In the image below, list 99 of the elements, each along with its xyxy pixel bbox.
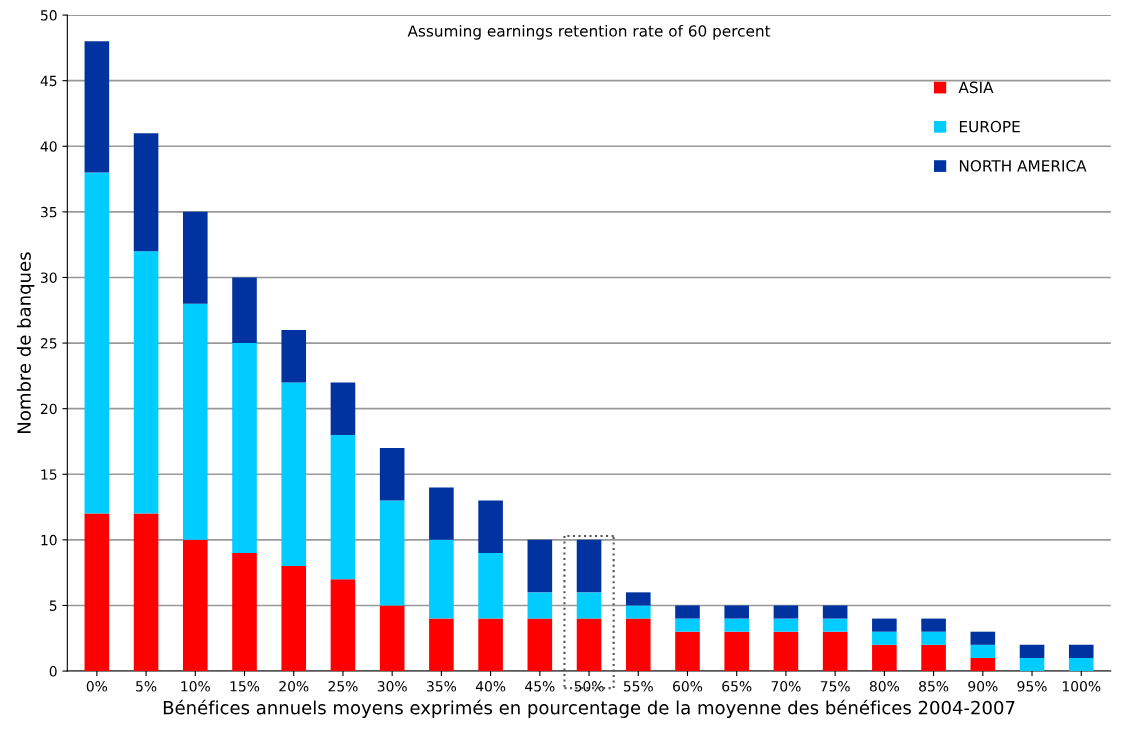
bar	[232, 277, 257, 344]
bar	[1019, 644, 1045, 658]
bar	[527, 618, 553, 672]
legend-label: ASIA	[958, 81, 994, 94]
bar	[133, 251, 159, 514]
x-tick-label: 20%	[279, 681, 309, 692]
bar	[182, 303, 208, 540]
bar	[773, 631, 799, 672]
bar	[478, 618, 503, 672]
x-tick-label: 35%	[427, 681, 457, 692]
bar	[970, 631, 996, 645]
legend-label: NORTH AMERICA	[959, 160, 1087, 172]
bar	[576, 618, 602, 672]
bar	[872, 631, 897, 645]
bar	[872, 618, 897, 632]
bar	[232, 343, 257, 553]
bar	[330, 579, 356, 672]
y-tick-label: 0	[49, 666, 57, 677]
bar	[921, 618, 946, 632]
x-tick-label: 15%	[230, 681, 260, 692]
bar	[527, 592, 553, 619]
bar	[330, 434, 356, 580]
bar	[133, 513, 159, 672]
bar	[182, 539, 208, 672]
bar	[232, 552, 257, 672]
bar	[625, 605, 651, 619]
x-tick-label: 85%	[919, 681, 949, 692]
x-tick-label: 0%	[86, 681, 108, 692]
bar	[330, 382, 356, 435]
y-tick-label: 10	[41, 534, 57, 546]
bar	[625, 592, 651, 606]
y-tick-label: 20	[40, 403, 57, 415]
x-tick-label: 70%	[771, 681, 801, 692]
bar	[281, 329, 307, 383]
x-tick-label: 95%	[1017, 681, 1047, 692]
y-tick-label: 40	[40, 141, 57, 152]
bar	[822, 618, 848, 632]
x-tick-label: 45%	[525, 681, 555, 692]
bar	[478, 552, 503, 619]
y-tick-label: 50	[41, 10, 57, 21]
bar	[379, 500, 405, 606]
bar	[872, 644, 897, 672]
bar	[84, 513, 110, 672]
x-tick-label: 60%	[673, 681, 703, 692]
bar	[625, 618, 651, 672]
x-tick-label: 75%	[820, 681, 850, 692]
y-tick-label: 45	[40, 75, 57, 87]
y-tick-label: 35	[40, 206, 57, 218]
bar	[1068, 644, 1094, 658]
bar	[429, 539, 454, 619]
bar	[724, 605, 750, 619]
legend-label: EUROPE	[959, 120, 1020, 133]
y-tick-label: 25	[40, 338, 57, 349]
bar	[921, 644, 946, 672]
x-tick-label: 50%	[574, 681, 604, 692]
bar	[724, 618, 750, 632]
bar	[379, 448, 405, 501]
bar	[84, 172, 110, 514]
x-tick-label: 30%	[377, 681, 407, 692]
bar	[724, 631, 750, 672]
bar	[133, 133, 159, 252]
y-tick-label: 15	[41, 469, 57, 480]
bar	[1019, 657, 1045, 672]
bar	[478, 500, 503, 553]
y-tick-label: 30	[40, 272, 57, 283]
y-axis-title: Nombre de banques	[16, 252, 35, 433]
bar	[970, 644, 996, 658]
x-tick-label: 25%	[328, 681, 358, 692]
y-tick-label: 5	[49, 600, 57, 611]
bar	[822, 631, 848, 672]
x-axis-title: Bénéfices annuels moyens exprimés en pourcentage de la moyenne des bénéfices 2004-2007	[163, 699, 1015, 718]
x-tick-label: 100%	[1062, 681, 1101, 692]
bar	[576, 539, 602, 593]
bar	[429, 618, 454, 672]
bar	[822, 605, 848, 619]
x-tick-label: 40%	[475, 681, 506, 692]
bar	[773, 618, 799, 632]
bar	[429, 487, 454, 540]
bar	[182, 211, 208, 304]
bar	[773, 605, 799, 619]
x-tick-label: 5%	[136, 681, 157, 692]
bar	[576, 592, 602, 619]
bar	[675, 618, 700, 632]
x-tick-label: 10%	[181, 681, 210, 692]
bar	[281, 382, 307, 567]
bar	[921, 631, 946, 645]
x-tick-label: 90%	[968, 681, 998, 692]
x-tick-label: 65%	[722, 681, 752, 692]
bar	[84, 41, 110, 173]
bar	[379, 605, 405, 672]
x-tick-label: 80%	[869, 681, 900, 692]
bar	[281, 566, 307, 672]
bar	[970, 657, 996, 672]
bar	[527, 539, 553, 593]
text: Assuming earnings retention rate of 60 percent	[407, 24, 771, 40]
bar	[675, 605, 700, 619]
x-tick-label: 55%	[623, 681, 653, 692]
bar	[675, 631, 700, 672]
bar	[1068, 657, 1094, 672]
